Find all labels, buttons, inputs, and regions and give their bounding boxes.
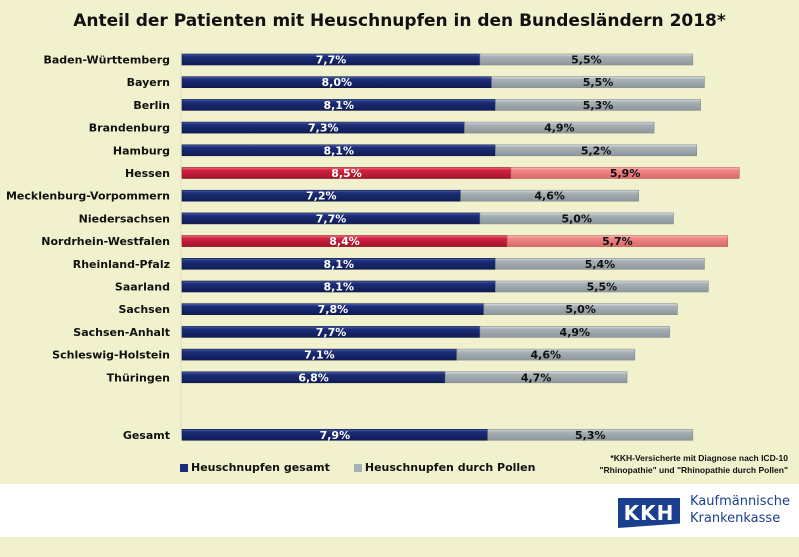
bar-chart: Baden-Württemberg 7,7% 5,5% Bayern 8,0% 5,5% B… — [6, 50, 740, 442]
category-label-schleswig-holstein: Schleswig-Holstein — [52, 349, 170, 362]
value-label-pollen-berlin: 5,3% — [583, 99, 614, 112]
value-label-pollen-baden-württemberg: 5,5% — [571, 54, 602, 67]
category-label-sachsen: Sachsen — [118, 303, 170, 316]
category-label-mecklenburg-vorpommern: Mecklenburg-Vorpommern — [6, 190, 170, 203]
value-label-pollen-saarland: 5,5% — [587, 281, 618, 294]
category-label-rheinland-pfalz: Rheinland-Pfalz — [73, 258, 170, 271]
category-label-nordrhein-westfalen: Nordrhein-Westfalen — [41, 235, 170, 248]
legend-label-gesamt: Heuschnupfen gesamt — [191, 461, 330, 474]
kkh-logo-mark: KKH — [618, 498, 680, 528]
value-label-gesamt-hessen: 8,5% — [331, 167, 362, 180]
category-label-brandenburg: Brandenburg — [89, 122, 170, 135]
logo-line-2: Krankenkasse — [690, 511, 781, 526]
value-label-pollen-brandenburg: 4,9% — [544, 122, 575, 135]
category-label-saarland: Saarland — [115, 281, 170, 294]
value-label-pollen-mecklenburg-vorpommern: 4,6% — [534, 190, 565, 203]
legend-item-gesamt: Heuschnupfen gesamt — [180, 461, 330, 474]
category-label-baden-württemberg: Baden-Württemberg — [43, 54, 170, 67]
value-label-gesamt-gesamt: 7,9% — [320, 429, 351, 442]
legend-item-pollen: Heuschnupfen durch Pollen — [353, 461, 536, 474]
legend: Heuschnupfen gesamt Heuschnupfen durch P… — [180, 461, 535, 474]
footnote: *KKH-Versicherte mit Diagnose nach ICD-1… — [600, 452, 788, 476]
value-label-gesamt-saarland: 8,1% — [323, 281, 354, 294]
value-label-pollen-rheinland-pfalz: 5,4% — [585, 258, 616, 271]
legend-swatch-gesamt — [180, 463, 188, 472]
value-label-gesamt-berlin: 8,1% — [323, 99, 354, 112]
bar-pollen-saarland — [495, 280, 709, 293]
category-label-bayern: Bayern — [127, 76, 170, 89]
category-label-niedersachsen: Niedersachsen — [79, 212, 170, 225]
bar-pollen-nordrhein-westfalen — [506, 235, 728, 247]
bar-pollen-gesamt — [487, 428, 694, 441]
kkh-logo-text: Kaufmännische Krankenkasse — [690, 493, 790, 527]
value-label-pollen-hamburg: 5,2% — [581, 144, 612, 157]
bar-pollen-thüringen — [444, 371, 628, 384]
value-label-gesamt-schleswig-holstein: 7,1% — [304, 349, 335, 362]
legend-swatch-pollen — [353, 463, 362, 472]
bar-pollen-hamburg — [495, 144, 698, 157]
bar-pollen-brandenburg — [464, 121, 655, 134]
value-label-pollen-schleswig-holstein: 4,6% — [531, 349, 562, 362]
category-label-gesamt: Gesamt — [123, 429, 170, 442]
logo-line-1: Kaufmännische — [690, 494, 790, 509]
value-label-pollen-bayern: 5,5% — [583, 76, 614, 89]
value-label-pollen-sachsen-anhalt: 4,9% — [560, 326, 591, 339]
value-label-gesamt-bayern: 8,0% — [322, 76, 353, 89]
value-label-gesamt-niedersachsen: 7,7% — [316, 212, 347, 225]
value-label-pollen-gesamt: 5,3% — [575, 429, 606, 442]
category-label-hamburg: Hamburg — [113, 144, 170, 157]
bar-pollen-hessen — [510, 167, 740, 179]
category-label-sachsen-anhalt: Sachsen-Anhalt — [73, 326, 170, 339]
value-label-gesamt-hamburg: 8,1% — [323, 144, 354, 157]
category-label-hessen: Hessen — [125, 167, 170, 180]
value-label-gesamt-sachsen-anhalt: 7,7% — [316, 326, 347, 339]
chart-area: Anteil der Patienten mit Heuschnupfen in… — [5, 11, 788, 476]
value-label-gesamt-nordrhein-westfalen: 8,4% — [329, 235, 360, 248]
bar-pollen-niedersachsen — [479, 212, 674, 225]
value-label-gesamt-baden-württemberg: 7,7% — [316, 54, 347, 67]
value-label-pollen-sachsen: 5,0% — [565, 303, 596, 316]
value-label-gesamt-mecklenburg-vorpommern: 7,2% — [306, 190, 337, 203]
category-label-berlin: Berlin — [133, 99, 170, 112]
bar-pollen-berlin — [495, 99, 701, 111]
bar-pollen-bayern — [491, 76, 705, 88]
legend-label-pollen: Heuschnupfen durch Pollen — [364, 461, 536, 474]
chart-title: Anteil der Patienten mit Heuschnupfen in… — [73, 11, 726, 31]
footnote-line-2: "Rhinopathie" und "Rhinopathie durch Pol… — [599, 465, 788, 475]
value-label-pollen-niedersachsen: 5,0% — [561, 212, 592, 225]
value-label-gesamt-thüringen: 6,8% — [298, 371, 329, 384]
bar-pollen-baden-württemberg — [479, 53, 694, 66]
value-label-gesamt-rheinland-pfalz: 8,1% — [323, 258, 354, 271]
value-label-pollen-hessen: 5,9% — [610, 167, 641, 180]
bar-pollen-rheinland-pfalz — [495, 257, 705, 270]
value-label-pollen-thüringen: 4,7% — [521, 371, 552, 384]
bar-pollen-schleswig-holstein — [456, 348, 636, 361]
value-label-gesamt-brandenburg: 7,3% — [308, 122, 339, 135]
footnote-line-1: *KKH-Versicherte mit Diagnose nach ICD-1… — [610, 453, 788, 463]
value-label-pollen-nordrhein-westfalen: 5,7% — [602, 235, 633, 248]
value-label-gesamt-sachsen: 7,8% — [318, 303, 349, 316]
category-label-thüringen: Thüringen — [107, 371, 170, 384]
bar-pollen-mecklenburg-vorpommern — [460, 189, 639, 202]
bar-pollen-sachsen — [483, 303, 678, 316]
bar-pollen-sachsen-anhalt — [479, 326, 670, 338]
